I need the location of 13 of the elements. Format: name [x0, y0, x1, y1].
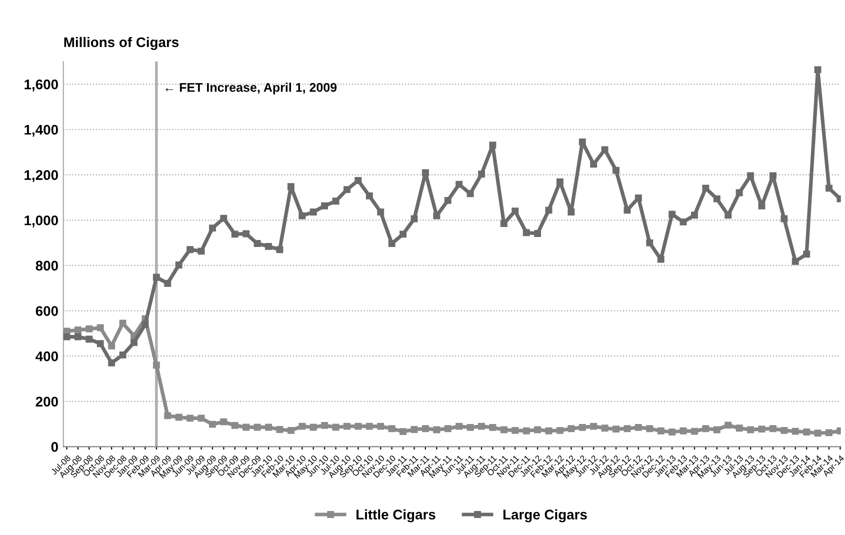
y-tick-label: 400: [36, 351, 58, 362]
y-tick-label: 1,600: [24, 80, 58, 92]
y-axis-title: Millions of Cigars: [64, 36, 179, 50]
y-tick-label: 1,200: [24, 170, 58, 182]
y-tick-label: 1,400: [24, 124, 58, 137]
y-tick-label: 0: [51, 442, 58, 452]
y-tick-label: 200: [36, 396, 58, 407]
legend-label: Large Cigars: [503, 509, 587, 522]
y-tick-label: 800: [36, 260, 58, 271]
ref-line-label: ← FET Increase, April 1, 2009: [166, 82, 337, 94]
legend-label: Little Cigars: [356, 509, 436, 522]
y-tick-label: 600: [36, 306, 58, 316]
y-tick-label: 1,000: [24, 215, 58, 228]
